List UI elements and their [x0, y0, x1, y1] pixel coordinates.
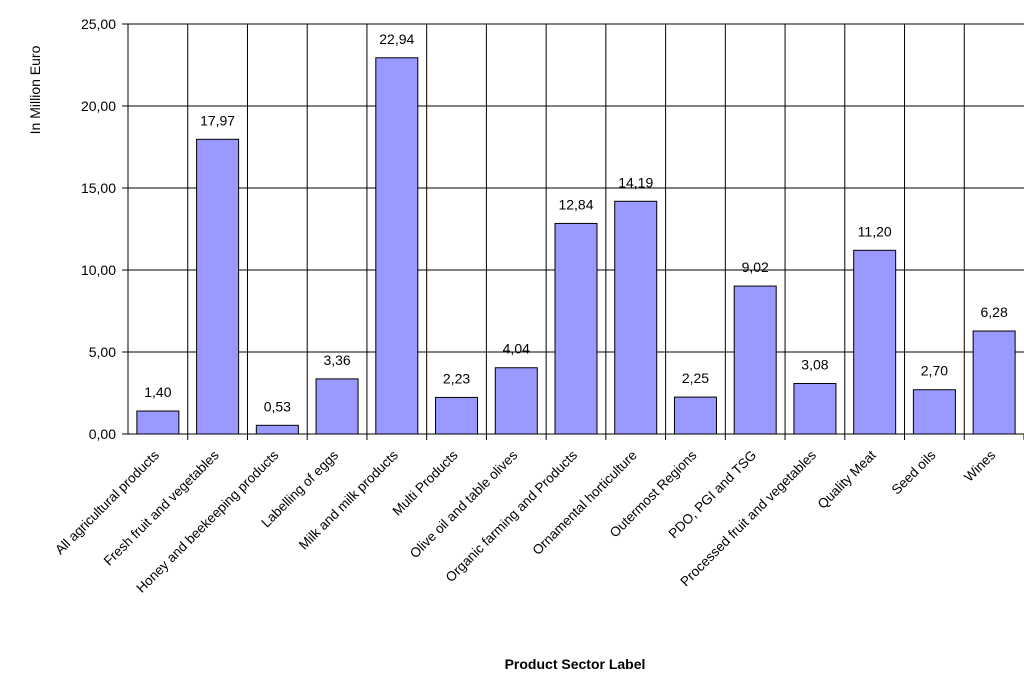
data-label: 2,23: [443, 370, 470, 386]
bar: [375, 57, 419, 435]
bar: [733, 285, 777, 435]
bar: [315, 378, 359, 435]
bar: [793, 382, 837, 435]
x-tick-label: All agricultural products: [52, 447, 162, 557]
x-tick-label: Quality Meat: [815, 447, 879, 511]
data-label: 11,20: [858, 223, 892, 239]
grid: [128, 23, 1024, 435]
bar: [853, 249, 897, 435]
data-label: 4,04: [503, 341, 530, 357]
bar: [494, 367, 538, 435]
data-label: 17,97: [200, 112, 235, 128]
data-label: 2,25: [682, 370, 709, 386]
y-tick-label: 15,00: [81, 180, 116, 196]
bar: [614, 200, 658, 435]
x-tick-label: Fresh fruit and vegetables: [101, 447, 222, 568]
data-label: 9,02: [742, 259, 769, 275]
data-label: 1,40: [144, 384, 171, 400]
y-axis-label: In Million Euro: [27, 45, 43, 134]
y-tick-label: 10,00: [81, 262, 116, 278]
x-tick-label: Wines: [961, 447, 998, 484]
data-label: 2,70: [921, 363, 948, 379]
bar: [255, 424, 299, 435]
bar: [912, 389, 956, 435]
data-label: 3,36: [323, 352, 350, 368]
x-axis-label: Product Sector Label: [505, 656, 646, 672]
bar: [136, 410, 180, 435]
bar: [554, 222, 598, 435]
x-tick-label: Seed oils: [889, 447, 939, 497]
y-tick-label: 5,00: [89, 344, 116, 360]
bar: [435, 396, 479, 435]
bar: [972, 330, 1016, 435]
y-tick-label: 25,00: [81, 16, 116, 32]
x-tick-label: Ornamental horticulture: [529, 448, 639, 558]
bar: [673, 396, 717, 435]
bars: 1,40 17,97 0,53 3,36 22,94 2,23 4,04 12,84 14,19…: [136, 31, 1016, 435]
data-label: 3,08: [801, 356, 828, 372]
bar: [196, 138, 240, 435]
data-label: 6,28: [981, 304, 1008, 320]
x-tick-label: Olive oil and table olives: [407, 447, 521, 561]
data-label: 0,53: [264, 398, 291, 414]
y-tick-label: 20,00: [81, 98, 116, 114]
x-tick-label: Milk and milk products: [296, 447, 401, 552]
data-label: 22,94: [379, 31, 414, 47]
y-tick-label: 0,00: [89, 426, 116, 442]
data-label: 14,19: [618, 174, 653, 190]
data-label: 12,84: [558, 196, 593, 212]
